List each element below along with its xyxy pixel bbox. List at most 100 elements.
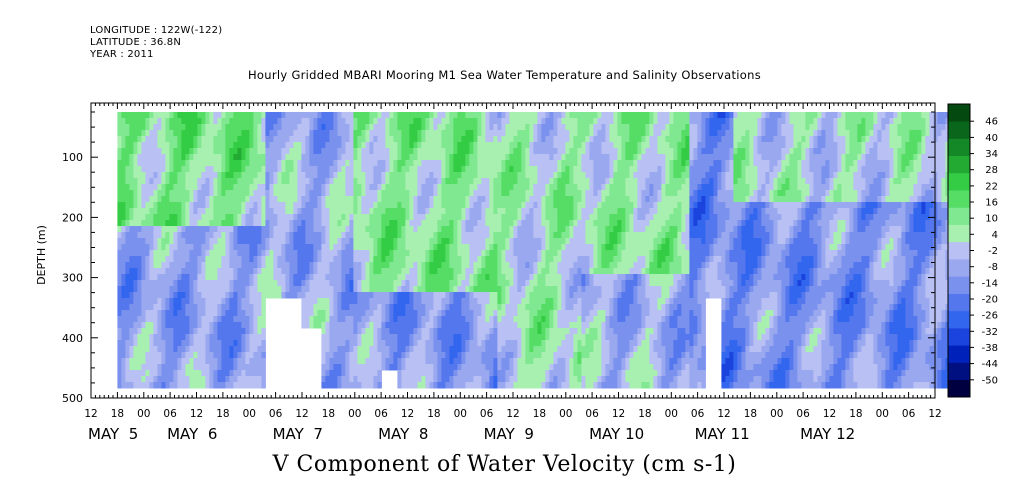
heatmap-cell (537, 184, 542, 191)
heatmap-cell (529, 160, 534, 167)
heatmap-cell (557, 136, 562, 143)
heatmap-cell (521, 130, 526, 137)
heatmap-cell (233, 238, 238, 245)
heatmap-cell (221, 130, 226, 137)
heatmap-cell (537, 268, 542, 275)
heatmap-cell (545, 274, 550, 281)
heatmap-cell (249, 178, 254, 185)
heatmap-cell (197, 190, 202, 197)
heatmap-cell (309, 178, 314, 185)
heatmap-cell (429, 202, 434, 209)
heatmap-cell (285, 214, 290, 221)
heatmap-cell (557, 244, 562, 251)
heatmap-cell (389, 292, 394, 299)
heatmap-cell (493, 376, 498, 383)
heatmap-cell (425, 130, 430, 137)
heatmap-cell (141, 226, 146, 233)
heatmap-cell (329, 352, 334, 359)
heatmap-cell (533, 370, 538, 377)
heatmap-cell (213, 352, 218, 359)
heatmap-cell (209, 256, 214, 263)
heatmap-cell (121, 370, 126, 377)
heatmap-cell (465, 316, 470, 323)
heatmap-cell (493, 196, 498, 203)
heatmap-cell (229, 280, 234, 287)
heatmap-cell (121, 376, 126, 383)
heatmap-cell (317, 172, 322, 179)
heatmap-cell (245, 244, 250, 251)
heatmap-cell (421, 328, 426, 335)
heatmap-cell (149, 232, 154, 239)
heatmap-cell (393, 118, 398, 125)
heatmap-cell (233, 316, 238, 323)
heatmap-cell (341, 250, 346, 257)
heatmap-cell (537, 304, 542, 311)
heatmap-cell (337, 280, 342, 287)
heatmap-cell (233, 358, 238, 365)
heatmap-cell (149, 238, 154, 245)
heatmap-cell (449, 316, 454, 323)
heatmap-cell (401, 322, 406, 329)
heatmap-cell (193, 298, 198, 305)
heatmap-cell (237, 124, 242, 131)
heatmap-cell (357, 370, 362, 377)
heatmap-cell (129, 244, 134, 251)
heatmap-cell (477, 208, 482, 215)
heatmap-cell (217, 232, 222, 239)
heatmap-cell (373, 154, 378, 161)
heatmap-cell (529, 322, 534, 329)
heatmap-cell (321, 154, 326, 161)
heatmap-cell (205, 244, 210, 251)
heatmap-cell (201, 322, 206, 329)
heatmap-cell (501, 274, 506, 281)
heatmap-cell (261, 298, 266, 305)
heatmap-cell (365, 346, 370, 353)
heatmap-cell (321, 382, 326, 389)
heatmap-cell (121, 154, 126, 161)
heatmap-cell (221, 196, 226, 203)
heatmap-cell (129, 208, 134, 215)
heatmap-cell (373, 298, 378, 305)
heatmap-cell (369, 196, 374, 203)
heatmap-cell (321, 334, 326, 341)
heatmap-cell (141, 328, 146, 335)
heatmap-cell (493, 358, 498, 365)
heatmap-cell (381, 268, 386, 275)
heatmap-cell (545, 292, 550, 299)
heatmap-cell (233, 262, 238, 269)
heatmap-cell (353, 148, 358, 155)
heatmap-cell (205, 358, 210, 365)
heatmap-cell (537, 322, 542, 329)
heatmap-cell (473, 304, 478, 311)
heatmap-cell (453, 304, 458, 311)
heatmap-cell (353, 292, 358, 299)
heatmap-cell (265, 280, 270, 287)
heatmap-cell (257, 322, 262, 329)
heatmap-cell (145, 184, 150, 191)
heatmap-cell (445, 262, 450, 269)
heatmap-cell (361, 256, 366, 263)
heatmap-cell (525, 268, 530, 275)
heatmap-cell (525, 316, 530, 323)
heatmap-cell (345, 148, 350, 155)
heatmap-cell (241, 250, 246, 257)
heatmap-cell (129, 304, 134, 311)
heatmap-cell (177, 382, 182, 389)
heatmap-cell (405, 256, 410, 263)
heatmap-cell (561, 304, 566, 311)
heatmap-cell (445, 232, 450, 239)
heatmap-cell (533, 232, 538, 239)
heatmap-cell (493, 304, 498, 311)
heatmap-cell (193, 130, 198, 137)
heatmap-cell (417, 166, 422, 173)
heatmap-cell (217, 154, 222, 161)
heatmap-cell (225, 160, 230, 167)
heatmap-cell (345, 280, 350, 287)
heatmap-cell (517, 274, 522, 281)
heatmap-cell (209, 310, 214, 317)
heatmap-cell (401, 250, 406, 257)
heatmap-cell (381, 226, 386, 233)
heatmap-cell (289, 148, 294, 155)
heatmap-cell (473, 112, 478, 119)
heatmap-cell (493, 178, 498, 185)
